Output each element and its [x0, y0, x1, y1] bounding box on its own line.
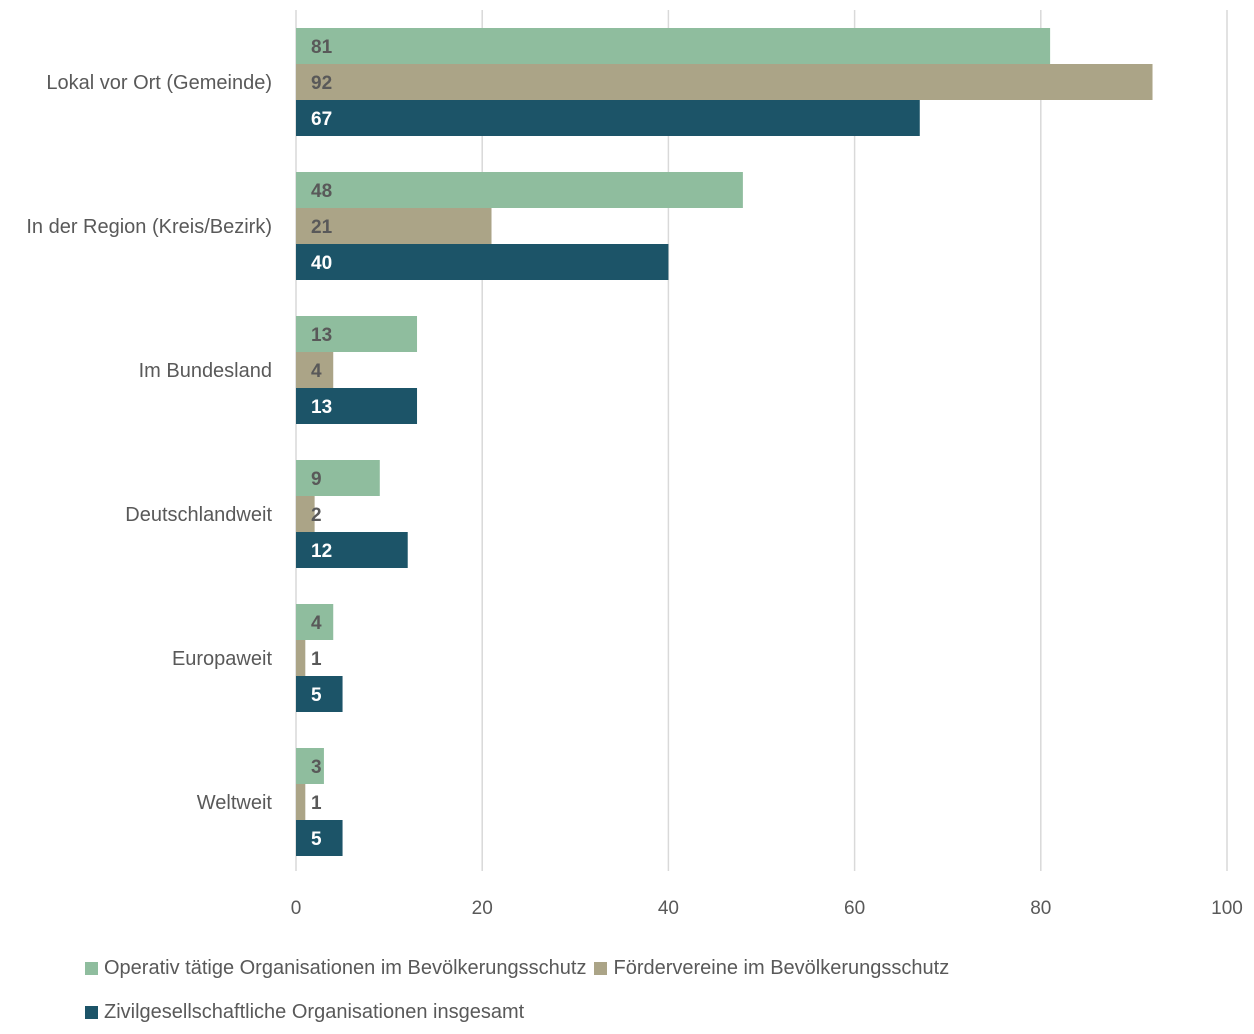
bar-4-1 [296, 640, 306, 676]
bar-value-label-3-2: 12 [311, 541, 332, 562]
legend-swatch-operativ [85, 961, 98, 975]
bar-value-label-1-1: 21 [311, 217, 333, 238]
bar-value-label-3-0: 9 [311, 469, 322, 490]
bar-5-2 [296, 820, 343, 856]
legend: Operativ tätige Organisationen im Bevölk… [85, 946, 1235, 1034]
bar-value-label-4-1: 1 [311, 649, 322, 670]
x-tick-label-0: 0 [291, 898, 302, 919]
bar-5-0 [296, 748, 324, 784]
bar-value-label-3-1: 2 [311, 505, 322, 526]
bar-2-2 [296, 388, 418, 424]
bar-value-label-1-2: 40 [311, 253, 332, 274]
category-label-0: Lokal vor Ort (Gemeinde) [46, 72, 272, 94]
bar-3-0 [296, 460, 380, 496]
bar-value-label-0-2: 67 [311, 109, 332, 130]
legend-label-foerdervereine: Fördervereine im Bevölkerungsschutz [613, 956, 950, 979]
legend-label-insgesamt: Zivilgesellschaftliche Organisationen in… [104, 1000, 525, 1023]
bar-0-2 [296, 100, 920, 136]
bar-value-label-5-0: 3 [311, 757, 322, 778]
bar-3-1 [296, 496, 315, 532]
category-label-2: Im Bundesland [139, 360, 272, 382]
legend-swatch-foerdervereine [594, 961, 608, 975]
bar-value-label-2-2: 13 [311, 397, 332, 418]
bar-value-label-2-1: 4 [311, 361, 322, 382]
bar-4-0 [296, 604, 334, 640]
bar-value-label-4-2: 5 [311, 685, 322, 706]
category-label-1: In der Region (Kreis/Bezirk) [26, 216, 272, 238]
category-label-3: Deutschlandweit [125, 504, 272, 526]
x-tick-label-20: 20 [472, 898, 493, 919]
bar-value-label-5-2: 5 [311, 829, 322, 850]
x-tick-label-80: 80 [1030, 898, 1051, 919]
category-label-5: Weltweit [197, 792, 273, 814]
x-tick-label-100: 100 [1211, 898, 1243, 919]
bar-value-label-5-1: 1 [311, 793, 322, 814]
bar-4-2 [296, 676, 343, 712]
category-label-4: Europaweit [172, 648, 273, 670]
bar-3-2 [296, 532, 408, 568]
legend-swatch-insgesamt [85, 1005, 98, 1019]
bar-1-2 [296, 244, 669, 280]
bar-0-1 [296, 64, 1153, 100]
bar-1-0 [296, 172, 743, 208]
bar-value-label-1-0: 48 [311, 181, 332, 202]
x-tick-label-60: 60 [844, 898, 865, 919]
bar-1-1 [296, 208, 492, 244]
legend-item-foerdervereine: Fördervereine im Bevölkerungsschutz [594, 957, 949, 980]
bar-2-1 [296, 352, 334, 388]
legend-item-insgesamt: Zivilgesellschaftliche Organisationen in… [85, 1001, 524, 1024]
bar-value-label-0-1: 92 [311, 73, 332, 94]
legend-row-2: Zivilgesellschaftliche Organisationen in… [85, 990, 1235, 1034]
bar-value-label-4-0: 4 [311, 613, 322, 634]
legend-row-1: Operativ tätige Organisationen im Bevölk… [85, 946, 1235, 990]
bar-value-label-0-0: 81 [311, 37, 333, 58]
x-tick-label-40: 40 [658, 898, 679, 919]
legend-item-operativ: Operativ tätige Organisationen im Bevölk… [85, 957, 586, 980]
bar-5-1 [296, 784, 306, 820]
bar-value-label-2-0: 13 [311, 325, 332, 346]
legend-label-operativ: Operativ tätige Organisationen im Bevölk… [104, 956, 587, 979]
bar-2-0 [296, 316, 418, 352]
bar-0-0 [296, 28, 1051, 64]
